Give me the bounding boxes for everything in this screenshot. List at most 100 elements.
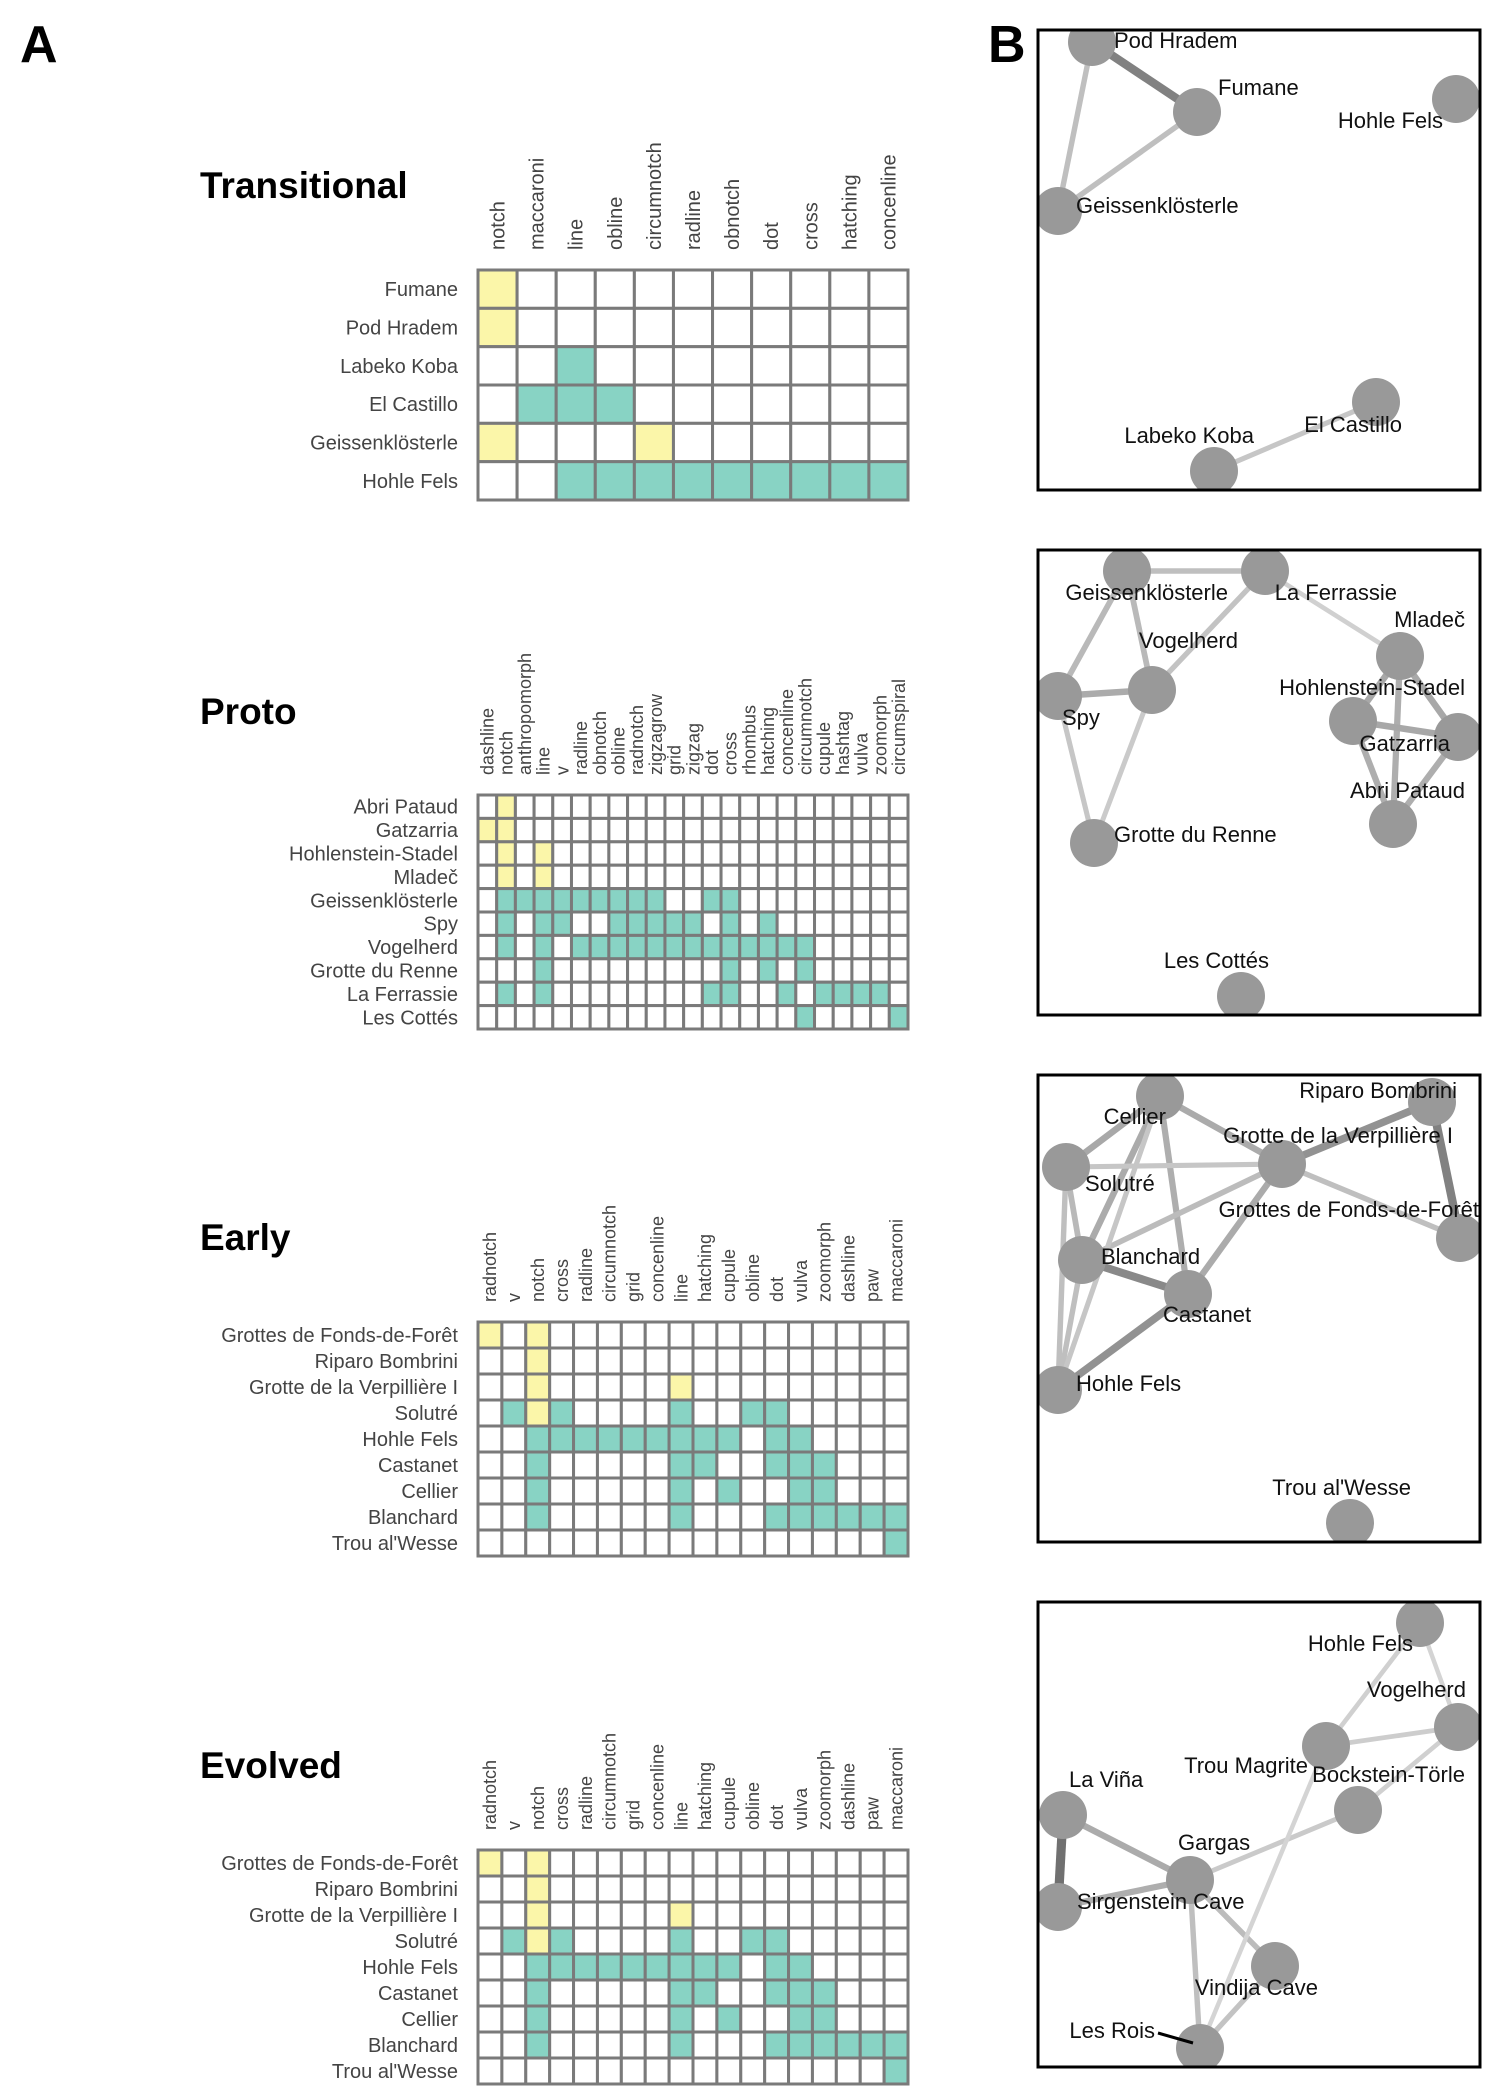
matrix-cell [607,863,630,891]
matrix-cell [738,980,760,1008]
network-node [1039,1791,1087,1839]
matrix-title: Proto [200,691,297,732]
row-label: Labeko Koba [340,356,459,378]
row-label: La Ferrassie [347,984,458,1006]
column-label: anthropomorph [515,653,535,775]
matrix-cell [813,816,835,844]
matrix-cell [739,1874,767,1904]
network-plot-area: Geissenklösterle La Ferrassie Vogelherd Spy… [1038,550,1480,1015]
matrix-cell [495,1004,517,1031]
network-node-label: Blanchard [1101,1244,1200,1269]
matrix-cell [548,2030,576,2060]
matrix-cell [524,1320,552,1350]
matrix-cell [572,1372,599,1402]
network-node-label: Labeko Koba [1124,423,1254,448]
matrix-cell [810,1848,838,1878]
matrix-cell [632,421,675,464]
matrix-cell [476,2004,504,2034]
matrix-cell [569,910,592,937]
column-label: radnotch [480,1232,500,1302]
matrix-cell [515,306,558,349]
network-edge [1091,687,1155,846]
matrix-cell [588,887,611,914]
matrix-cell [831,933,854,961]
matrix-cell [810,1874,838,1904]
matrix-cell [572,1346,599,1376]
network-2: Geissenklösterle La Ferrassie Vogelherd Spy… [1036,548,1482,1017]
network-plot-area: Pod Hradem Fumane Hohle Fels Geissenklöster… [1038,30,1480,490]
matrix-cell [643,1372,671,1402]
matrix-cell [548,1424,576,1454]
matrix-cell [869,933,891,961]
matrix-cell [572,1978,599,2008]
matrix-cell [619,1978,647,2008]
matrix-cell [682,887,704,914]
matrix-cell [554,268,597,310]
matrix-cell [643,1848,671,1878]
row-label: Blanchard [368,1507,458,1529]
matrix-cell [663,1004,686,1031]
matrix-cell [756,840,779,867]
matrix-cell [700,793,723,820]
network-edge [1323,1620,1423,1749]
matrix-cell [831,910,854,937]
matrix-cell [869,840,891,867]
row-label: Hohle Fels [362,1429,458,1451]
matrix-cell [671,421,715,464]
network-edge [1197,1743,1329,2051]
row-label: Spy [424,914,458,936]
matrix-cell [787,2004,814,2034]
matrix-cell [739,2030,767,2060]
matrix-cell [715,1926,743,1956]
row-label: Hohle Fels [362,471,458,493]
column-label: grid [624,1800,644,1830]
matrix-cell [595,2056,623,2086]
matrix-cell [667,1874,695,1904]
network-node [1166,1856,1214,1904]
matrix-cell [882,1528,910,1558]
matrix-cell [858,1978,886,2008]
matrix-cell [882,1952,910,1982]
matrix-cell [794,793,817,820]
matrix-cell [524,1952,552,1982]
matrix-cell [813,957,835,984]
network-frame [1036,1600,1482,2069]
matrix-cell [834,1398,862,1428]
matrix-cell [593,383,636,425]
matrix-cell [763,1346,791,1376]
matrix-cell [834,2030,862,2060]
matrix-early: Early radnotch v notch cross radline circumnot… [200,1205,910,1558]
matrix-cell [682,910,704,937]
matrix-cell [867,383,910,425]
matrix-cell [619,1874,647,1904]
matrix-cell [643,1874,671,1904]
matrix-cell [715,2056,743,2086]
matrix-cell [548,1848,576,1878]
row-label: Grotte du Renne [310,961,458,983]
column-label: obline [743,1254,763,1302]
row-label: Grotte de la Verpillière I [249,1905,458,1927]
matrix-cell [715,1372,743,1402]
network-node-label: La Ferrassie [1275,580,1397,605]
matrix-cell [619,1952,647,1982]
network-node-label: Vogelherd [1139,628,1238,653]
matrix-cell [715,1450,743,1480]
matrix-cell [850,933,873,961]
matrix-cell [572,1502,599,1532]
network-edge [1055,693,1097,846]
matrix-cell [619,1528,647,1558]
matrix-cell [663,980,686,1008]
network-node [1070,819,1118,867]
matrix-cell [813,793,835,820]
matrix-cell [700,933,723,961]
matrix-cell [834,1424,862,1454]
matrix-cell [572,1528,599,1558]
matrix-cell [834,2056,862,2086]
network-node [1241,550,1289,595]
network-edge [1187,1807,1361,1883]
matrix-cell [850,816,873,844]
column-label: dot [702,750,722,775]
matrix-cell [632,460,675,502]
network-node-label: Sirgenstein Cave [1077,1889,1245,1914]
matrix-cell [763,1926,791,1956]
